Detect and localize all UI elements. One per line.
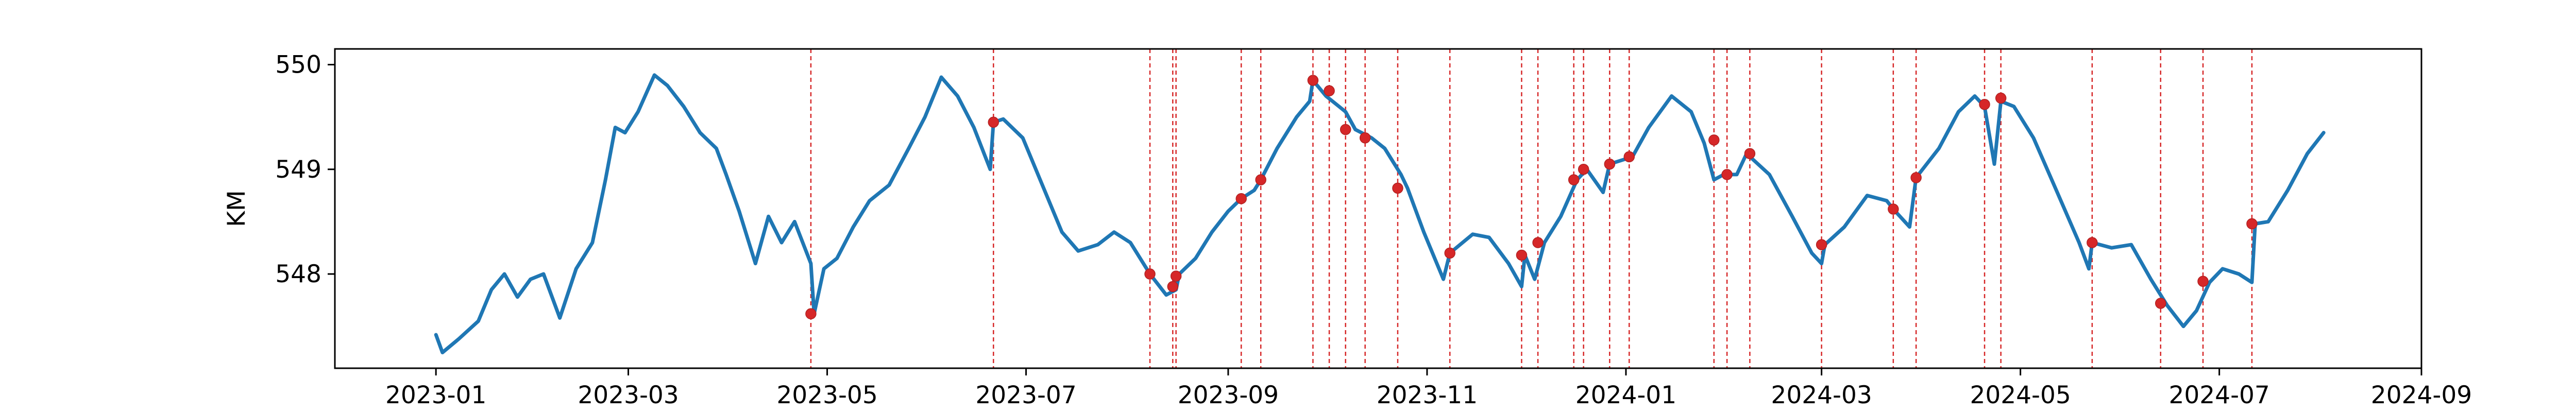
- event-marker-18: [1623, 151, 1635, 163]
- event-marker-15: [1568, 174, 1580, 185]
- x-tick-label-4: 2023-09: [1178, 381, 1279, 409]
- series-layer: [434, 73, 2326, 354]
- event-marker-29: [2197, 276, 2209, 287]
- x-tick-label-2: 2023-05: [776, 381, 877, 409]
- event-marker-23: [1888, 203, 1899, 215]
- x-tick-label-7: 2024-03: [1771, 381, 1872, 409]
- event-lines-layer: [810, 49, 2253, 368]
- x-axis: 2023-01 2023-03 2023-05 2023-07 2023-09 2023-…: [385, 368, 2472, 409]
- event-marker-19: [1708, 134, 1720, 146]
- event-marker-13: [1516, 249, 1528, 261]
- event-marker-4: [1170, 270, 1182, 282]
- event-marker-21: [1744, 148, 1756, 160]
- event-marker-8: [1324, 85, 1335, 97]
- event-marker-10: [1359, 132, 1371, 144]
- event-marker-11: [1392, 182, 1403, 194]
- event-marker-28: [2155, 298, 2166, 309]
- y-axis: 548 549 550: [275, 50, 335, 288]
- plot-frame: [334, 48, 2422, 369]
- x-tick-label-5: 2023-11: [1377, 381, 1478, 409]
- event-marker-2: [1144, 268, 1156, 280]
- event-marker-20: [1721, 169, 1733, 180]
- event-marker-1: [988, 116, 999, 128]
- x-tick-label-9: 2024-07: [2168, 381, 2269, 409]
- event-marker-12: [1444, 247, 1455, 259]
- event-marker-16: [1578, 164, 1589, 175]
- y-tick-label-1: 549: [275, 156, 321, 184]
- event-marker-22: [1816, 239, 1827, 250]
- x-tick-label-0: 2023-01: [385, 381, 486, 409]
- event-marker-17: [1604, 158, 1616, 170]
- event-marker-5: [1235, 193, 1247, 204]
- event-marker-6: [1255, 174, 1266, 185]
- event-marker-7: [1307, 75, 1319, 86]
- x-tick-label-6: 2024-01: [1575, 381, 1676, 409]
- event-marker-30: [2246, 218, 2258, 230]
- event-markers-layer: [805, 75, 2258, 320]
- x-tick-label-8: 2024-05: [1970, 381, 2071, 409]
- event-marker-0: [805, 308, 817, 320]
- x-tick-label-10: 2024-09: [2371, 381, 2472, 409]
- x-tick-label-3: 2023-07: [975, 381, 1076, 409]
- event-marker-3: [1167, 281, 1179, 293]
- event-marker-26: [1995, 92, 2007, 104]
- x-tick-label-1: 2023-03: [578, 381, 679, 409]
- event-marker-24: [1910, 172, 1922, 183]
- y-tick-label-2: 550: [275, 50, 321, 79]
- y-tick-label-0: 548: [275, 260, 321, 288]
- event-marker-27: [2087, 237, 2098, 248]
- event-marker-9: [1340, 124, 1351, 135]
- event-marker-25: [1979, 98, 1990, 110]
- series-line-0: [434, 73, 2326, 354]
- y-axis-label: KM: [223, 190, 251, 227]
- event-marker-14: [1532, 237, 1544, 248]
